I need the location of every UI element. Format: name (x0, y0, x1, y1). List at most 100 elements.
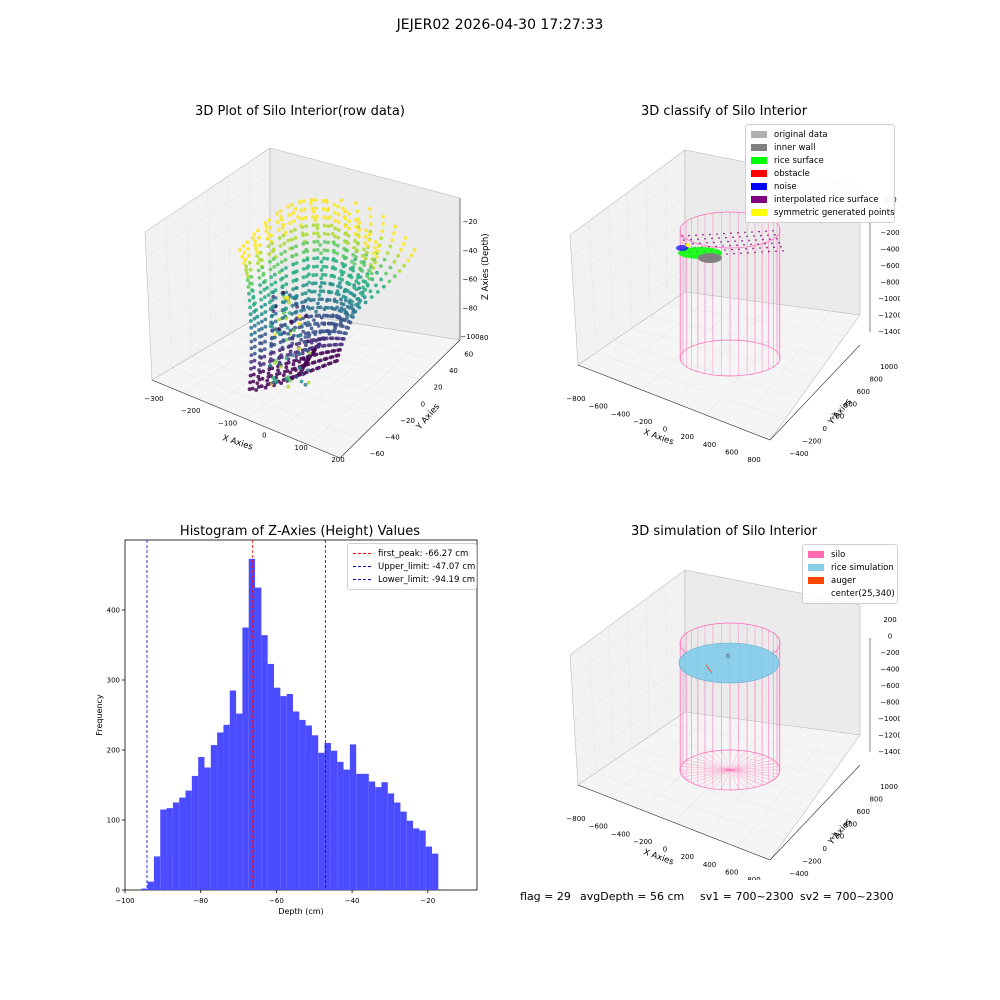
histogram-bar (160, 809, 167, 890)
raw-point (326, 350, 331, 354)
classify-interp-point (757, 243, 759, 245)
classify-interp-point (733, 252, 735, 255)
raw-point (320, 297, 324, 302)
raw-point (297, 341, 302, 346)
raw-point (322, 256, 326, 261)
raw-point (271, 249, 275, 254)
sim-silo-floor-spoke (712, 769, 731, 789)
raw-point (267, 218, 271, 222)
raw-point (305, 266, 309, 270)
classify-interp-point (753, 235, 755, 237)
raw-point (371, 251, 376, 256)
raw-point (326, 232, 331, 237)
raw-point (270, 313, 275, 318)
raw-point (366, 244, 370, 249)
histogram-bar (324, 743, 331, 890)
raw-point (336, 235, 341, 240)
raw-point (335, 358, 339, 363)
classify-z-tick: −1200 (878, 312, 900, 320)
raw-point (316, 301, 320, 306)
raw-point (305, 249, 310, 254)
raw-point (283, 258, 288, 262)
histogram-bar (217, 732, 224, 890)
sim-z-tick: −200 (880, 649, 899, 657)
raw-point (258, 370, 262, 375)
raw-point (326, 240, 330, 245)
raw-point (263, 221, 268, 226)
raw-point (287, 213, 292, 217)
raw-point (288, 328, 293, 333)
raw-point (266, 371, 271, 376)
raw-point (284, 266, 288, 270)
histogram-bar (185, 790, 192, 890)
classify-x-tick: 200 (681, 433, 694, 441)
raw-point (353, 238, 357, 243)
raw-point (330, 266, 335, 270)
classify-interp-point (708, 246, 710, 248)
legend-entry: center(25,340) (808, 587, 895, 600)
raw-point (367, 232, 372, 237)
legend-entry: noise (751, 180, 889, 193)
classify-interp-point (764, 242, 766, 245)
raw-point (312, 248, 317, 252)
raw-point (340, 324, 345, 329)
sim-silo-floor-spoke (721, 750, 731, 771)
raw-point (362, 247, 366, 252)
raw-point (301, 241, 306, 246)
classify-interp-point (759, 247, 761, 249)
sim-x-tick: 0 (663, 846, 667, 854)
classify-interp-point (706, 242, 708, 244)
raw-point (314, 309, 318, 314)
raw-point (263, 302, 267, 307)
raw-point (333, 218, 337, 223)
raw-point (331, 282, 335, 287)
raw-point (274, 212, 279, 216)
raw-point (368, 289, 373, 294)
raw-point (263, 332, 268, 337)
raw-point (262, 295, 267, 300)
sim-silo-floor-spoke (729, 751, 748, 771)
histogram-bar (406, 820, 414, 890)
raw-point (381, 284, 386, 289)
raw-point (289, 319, 293, 324)
raw-point (295, 305, 299, 309)
raw-point (294, 354, 299, 359)
classify-y-tick: −400 (789, 450, 808, 458)
raw-point (346, 234, 351, 238)
legend-swatch (751, 131, 767, 138)
raw-point (291, 270, 296, 275)
raw-point (373, 260, 377, 265)
raw-point (379, 264, 383, 268)
histogram-bar (153, 856, 161, 890)
raw-point (341, 270, 346, 275)
classify-interp-point (772, 230, 774, 232)
raw-point (320, 351, 325, 355)
histogram-x-tick-label: −60 (269, 897, 284, 905)
raw-point (268, 363, 273, 368)
raw-point (293, 310, 297, 315)
classify-symmetric-point (686, 243, 690, 247)
sim-silo-floor-spoke (729, 769, 756, 788)
classify-interp-point (702, 234, 704, 236)
raw-point (284, 274, 289, 278)
raw-point (244, 268, 249, 272)
classify-interp-point (699, 242, 701, 244)
sim-silo-floor-spoke (691, 769, 731, 784)
raw-point (242, 250, 247, 255)
raw-point (240, 254, 244, 259)
histogram-bar (349, 744, 357, 890)
legend-label: interpolated rice surface (774, 194, 879, 205)
legend-label: center(25,340) (831, 588, 895, 599)
raw-point (374, 283, 378, 288)
raw-y-tick: −20 (400, 417, 415, 425)
legend-entry: original data (751, 128, 889, 141)
classify-interp-point (736, 244, 738, 246)
classify-interp-point (681, 235, 683, 237)
raw-point (294, 269, 299, 274)
sim-silo-floor-spoke (697, 754, 731, 771)
raw-point (376, 244, 381, 248)
raw-point (339, 297, 343, 302)
classify-interp-point (751, 231, 753, 233)
raw-point (326, 224, 331, 229)
raw-point (328, 361, 333, 365)
